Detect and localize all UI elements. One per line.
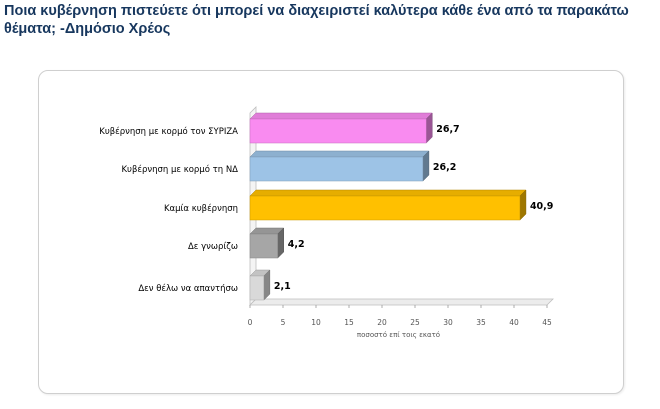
category-label-2: Καμία κυβέρνηση — [164, 203, 238, 214]
category-label-1: Κυβέρνηση με κορμό τη ΝΔ — [121, 164, 238, 175]
bar-4 — [249, 275, 265, 301]
bar-top-2 — [249, 189, 527, 197]
x-tick-label-9: 45 — [542, 318, 552, 327]
x-tick-label-5: 25 — [410, 318, 420, 327]
x-tick-label-8: 40 — [509, 318, 519, 327]
value-label-4: 2,1 — [274, 281, 291, 292]
x-axis-floor — [249, 298, 554, 306]
bar-0 — [249, 118, 427, 144]
x-tick-label-7: 35 — [476, 318, 486, 327]
bar-top-1 — [249, 150, 430, 158]
chart-title: Ποια κυβέρνηση πιστεύετε ότι μπορεί να δ… — [4, 3, 629, 37]
x-tick-label-2: 10 — [311, 318, 321, 327]
value-label-2: 40,9 — [530, 201, 553, 212]
x-axis-title: ποσοστό επί τοις εκατό — [357, 331, 440, 339]
bar-3 — [249, 233, 278, 259]
category-label-3: Δε γνωρίζω — [188, 242, 238, 252]
category-label-4: Δεν θέλω να απαντήσω — [138, 283, 238, 294]
category-label-0: Κυβέρνηση με κορμό τον ΣΥΡΙΖΑ — [99, 126, 238, 137]
value-label-0: 26,7 — [436, 124, 459, 135]
value-label-1: 26,2 — [433, 162, 456, 173]
x-tick-label-6: 30 — [443, 318, 453, 327]
x-tick-label-4: 20 — [377, 318, 387, 327]
x-tick-label-1: 5 — [281, 318, 286, 327]
bar-1 — [249, 156, 424, 182]
bar-2 — [249, 195, 521, 221]
x-tick-label-3: 15 — [344, 318, 354, 327]
value-label-3: 4,2 — [288, 239, 305, 250]
x-tick-label-0: 0 — [248, 318, 253, 327]
bar-top-0 — [249, 112, 433, 120]
